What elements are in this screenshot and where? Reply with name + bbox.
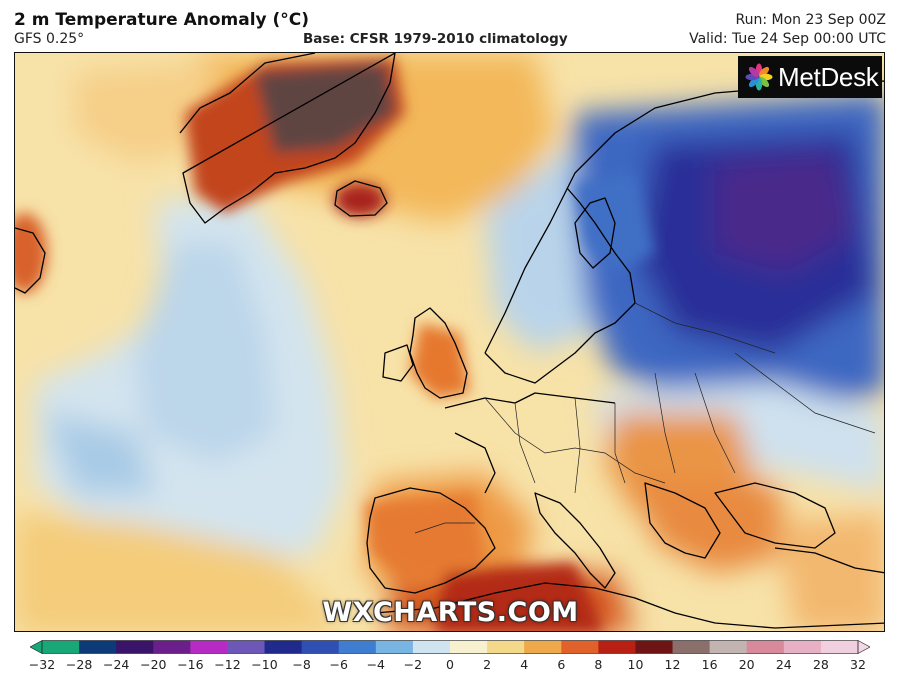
colorbar-tick-label: 20 <box>738 657 755 672</box>
iceland-coast <box>334 180 388 217</box>
colorbar-cell <box>301 640 340 654</box>
colorbar-cell <box>820 640 859 654</box>
colorbar-cells <box>42 640 859 654</box>
colorbar-tick-label: 28 <box>812 657 829 672</box>
colorbar-tick-label: −6 <box>329 657 348 672</box>
colorbar-tick-label: −16 <box>177 657 204 672</box>
colorbar-cell <box>412 640 451 654</box>
labrador-coast <box>15 227 46 294</box>
colorbar-tick-labels: −32 −28 −24 −20 −16 −12 −10 −8 −6 −4 −2 0 2 4 6 8 10 12 16… <box>0 655 900 685</box>
logo-text: MetDesk <box>778 61 879 92</box>
colorbar-cell <box>746 640 785 654</box>
anomaly-extremes <box>15 58 655 631</box>
model-label: GFS 0.25° <box>14 31 85 47</box>
metdesk-logo: MetDesk <box>738 56 882 98</box>
colorbar-cell <box>338 640 377 654</box>
colorbar-cell <box>42 640 80 654</box>
colorbar-cell <box>264 640 303 654</box>
colorbar-tick-label: −4 <box>366 657 386 672</box>
colorbar-max-arrow <box>857 640 870 654</box>
run-time-label: Run: Mon 23 Sep 00Z <box>735 12 887 28</box>
colorbar-tick-label: 8 <box>594 657 603 672</box>
colorbar-tick-label: −20 <box>140 657 167 672</box>
colorbar-tick-label: −28 <box>65 657 93 672</box>
ireland-coast <box>382 344 414 382</box>
north-africa-coast <box>374 582 884 629</box>
colorbar-tick-label: 0 <box>446 657 454 672</box>
colorbar-tick-label: 6 <box>557 657 566 672</box>
colorbar-tick-label: 16 <box>701 657 718 672</box>
colorbar-cell <box>561 640 599 654</box>
gulf-of-bothnia <box>574 197 616 269</box>
italy-coast <box>534 492 616 589</box>
colorbar-cell <box>116 640 154 654</box>
turkey-coast <box>774 547 884 574</box>
flower-logo-icon <box>745 63 773 91</box>
baltic-coast <box>484 187 636 384</box>
colorbar-tick-label: −10 <box>251 657 278 672</box>
valid-time-label: Valid: Tue 24 Sep 00:00 UTC <box>689 31 886 47</box>
black-sea-coast <box>714 482 836 549</box>
greenland-coast <box>179 53 396 224</box>
colorbar-cell <box>672 640 711 654</box>
colorbar-tick-label: 12 <box>664 657 681 672</box>
coastlines <box>15 53 884 629</box>
colorbar-tick-label: −2 <box>403 657 423 672</box>
colorbar-outline <box>41 640 859 654</box>
balkans-coast <box>644 482 721 559</box>
colorbar-cell <box>450 640 488 654</box>
colorbar-tick-label: 4 <box>520 657 529 672</box>
iberia-coast <box>366 487 496 594</box>
colorbar-cell <box>79 640 117 654</box>
colorbar-cell <box>783 640 822 654</box>
anomaly-field <box>15 53 884 631</box>
colorbar-min-arrow <box>30 640 43 654</box>
country-borders <box>414 302 876 534</box>
colorbar <box>30 640 870 654</box>
colorbar-cell <box>635 640 674 654</box>
colorbar-cell <box>375 640 414 654</box>
colorbar-tick-label: −32 <box>28 657 56 672</box>
colorbar-cell <box>487 640 525 654</box>
colorbar-tick-label: 24 <box>775 657 792 672</box>
colorbar-tick-label: 10 <box>627 657 644 672</box>
colorbar-cell <box>190 640 228 654</box>
great-britain-coast <box>409 307 468 399</box>
north-europe-coast <box>444 392 616 409</box>
colorbar-cell <box>709 640 748 654</box>
france-coast <box>454 432 496 494</box>
anomaly-map: MetDesk WXCHARTS.COM <box>14 52 885 632</box>
colorbar-cell <box>153 640 191 654</box>
colorbar-cell <box>598 640 636 654</box>
colorbar-tick-label: 2 <box>483 657 492 672</box>
colorbar-cell <box>227 640 266 654</box>
chart-title: 2 m Temperature Anomaly (°C) <box>14 10 310 30</box>
colorbar-tick-label: −24 <box>102 657 130 672</box>
colorbar-tick-label: 32 <box>850 657 866 672</box>
climatology-base-label: Base: CFSR 1979-2010 climatology <box>303 31 568 47</box>
watermark-text: WXCHARTS.COM <box>322 597 579 628</box>
colorbar-tick-label: −12 <box>214 657 241 672</box>
colorbar-cell <box>524 640 562 654</box>
colorbar-tick-label: −8 <box>292 657 311 672</box>
